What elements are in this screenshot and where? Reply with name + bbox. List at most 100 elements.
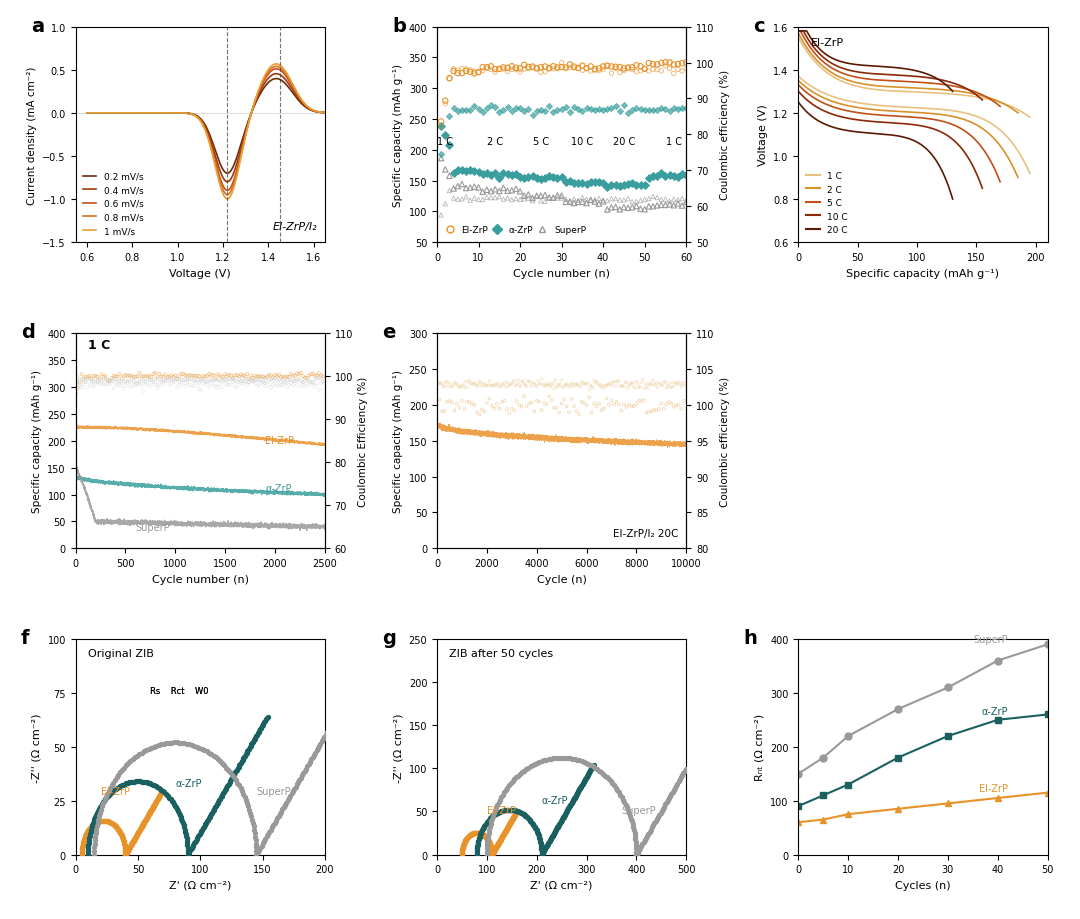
Point [582,64,599,79]
Point [540,390,557,404]
Point [482,817,499,832]
Point [107,377,124,391]
Point [580,766,597,780]
Point [210,752,227,766]
Point [457,375,474,390]
Point [519,761,537,776]
Point [109,375,126,390]
Point [541,834,558,848]
Point [156,736,173,751]
El-ZrP [319,439,332,450]
Point [631,380,648,395]
Point [267,813,284,828]
Point [95,378,112,392]
Y-axis label: Specific capacity (mAh g⁻¹): Specific capacity (mAh g⁻¹) [31,369,42,513]
Point [481,834,498,849]
Point [612,379,630,393]
Line: 0.8 mV/s: 0.8 mV/s [86,67,325,196]
Point [274,802,292,817]
Point [83,372,100,387]
Point [192,374,210,389]
Point [363,648,380,663]
Point [553,813,570,828]
Point [454,62,471,76]
Point [336,696,353,710]
Point [102,815,119,830]
Point [598,180,616,195]
Point [501,378,518,392]
Point [586,195,604,210]
Point [483,60,500,74]
Point [503,63,521,78]
Point [215,785,232,800]
Point [524,60,541,74]
Point [147,779,164,794]
Point [170,804,187,819]
Point [620,398,637,413]
Point [432,115,449,130]
Point [102,787,119,801]
Point [137,378,154,392]
Point [441,394,458,409]
Point [503,802,521,817]
Point [640,64,658,79]
Point [116,838,133,853]
Point [512,170,529,185]
Point [137,369,154,384]
Point [295,369,312,384]
Point [532,839,550,854]
Point [246,830,264,845]
Point [490,106,508,120]
Point [616,200,633,215]
Point [483,168,500,183]
Point [582,193,599,208]
Point [524,191,541,206]
Point [184,738,201,753]
Point [622,811,639,826]
Point [612,403,630,418]
Point [272,375,289,390]
Point [190,829,207,844]
Point [86,830,104,845]
Point [288,367,306,381]
Point [220,369,238,383]
Point [362,651,379,665]
Point [502,814,519,829]
Point [233,754,251,768]
Point [200,811,217,826]
Point [652,397,670,412]
Point [204,373,221,388]
X-axis label: Z' (Ω cm⁻²): Z' (Ω cm⁻²) [170,879,231,890]
Point [114,833,132,847]
Point [640,57,658,72]
Point [133,819,150,834]
Point [105,784,122,799]
Point [485,844,502,858]
Point [610,374,627,389]
Point [665,67,683,82]
Point [676,377,693,391]
Text: 1 C: 1 C [89,338,110,351]
Point [81,827,98,842]
Line: SuperP: SuperP [795,641,1051,777]
Point [217,368,234,382]
Point [84,818,102,833]
Point [75,378,92,392]
Point [484,845,501,860]
Point [510,374,527,389]
Point [636,203,653,218]
Point [498,823,515,837]
Point [542,752,559,766]
Point [308,743,325,758]
0.6 mV/s [177,108,190,119]
Point [454,845,471,859]
Point [206,373,224,388]
Point [131,824,148,839]
Point [488,806,505,821]
Point [256,380,273,394]
Point [126,830,144,845]
Point [661,194,678,209]
Point [598,103,616,118]
Point [657,56,674,71]
Point [555,392,572,407]
